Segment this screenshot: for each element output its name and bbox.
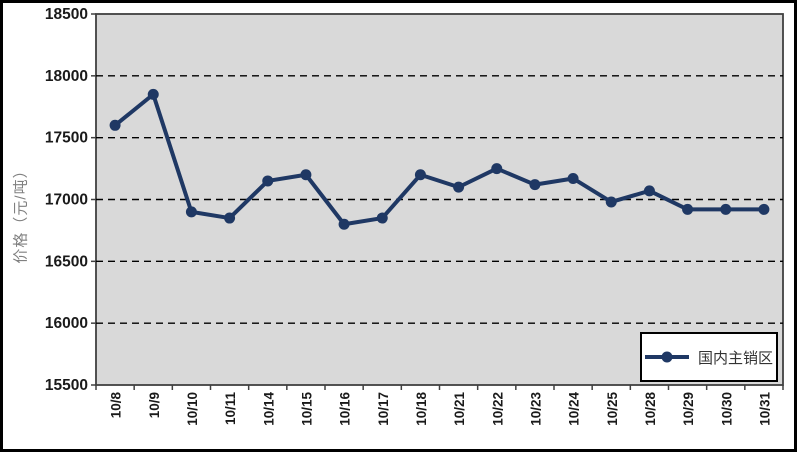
data-point-marker [300, 169, 312, 181]
y-tick-label: 18500 [45, 6, 88, 23]
x-tick-label: 10/17 [376, 392, 391, 426]
plot-area [95, 13, 784, 386]
data-point-marker [643, 185, 655, 197]
y-tick-label: 17500 [45, 130, 88, 147]
data-point-marker [605, 196, 617, 208]
y-tick-label: 15500 [45, 377, 88, 394]
x-tick-label: 10/10 [185, 392, 200, 426]
y-tick-label: 17000 [45, 192, 88, 209]
data-point-marker [491, 163, 503, 175]
x-tick-label: 10/16 [338, 392, 353, 426]
x-tick-label: 10/25 [605, 392, 620, 426]
series-line [113, 92, 766, 227]
x-tick-label: 10/18 [414, 392, 429, 426]
data-point-marker [185, 206, 197, 218]
x-tick-label: 10/9 [147, 392, 162, 418]
data-point-marker [338, 218, 350, 230]
data-point-marker [376, 212, 388, 224]
x-tick-label: 10/11 [223, 392, 238, 426]
data-point-marker [720, 203, 732, 215]
legend-marker-icon [661, 351, 673, 363]
y-tick-label: 18000 [45, 68, 88, 85]
data-point-marker [224, 212, 236, 224]
y-tick-label: 16000 [45, 315, 88, 332]
x-tick-label: 10/8 [109, 392, 124, 419]
x-tick-label: 10/21 [452, 392, 467, 426]
y-axis-title: 价格（元/吨） [12, 162, 30, 264]
y-tick-label: 16500 [45, 253, 88, 270]
x-tick-label: 10/24 [567, 392, 582, 426]
data-point-marker [109, 119, 121, 131]
legend-label: 国内主销区 [697, 349, 773, 367]
data-point-marker [453, 181, 465, 193]
data-point-marker [529, 179, 541, 191]
legend-line-sample [644, 351, 689, 363]
data-point-marker [567, 172, 579, 184]
legend-box: 国内主销区 [640, 332, 778, 382]
data-point-marker [758, 203, 770, 215]
x-tick-label: 10/30 [719, 392, 734, 426]
data-point-marker [262, 175, 274, 187]
data-point-marker [414, 169, 426, 181]
x-tick-label: 10/29 [681, 392, 696, 426]
x-tick-label: 10/22 [490, 392, 505, 426]
x-tick-label: 10/28 [643, 392, 658, 426]
data-point-marker [147, 88, 159, 100]
x-tick-label: 10/31 [757, 392, 772, 426]
x-tick-label: 10/14 [261, 392, 276, 426]
x-tick-label: 10/15 [299, 392, 314, 426]
data-point-marker [682, 203, 694, 215]
x-tick-label: 10/23 [528, 392, 543, 426]
